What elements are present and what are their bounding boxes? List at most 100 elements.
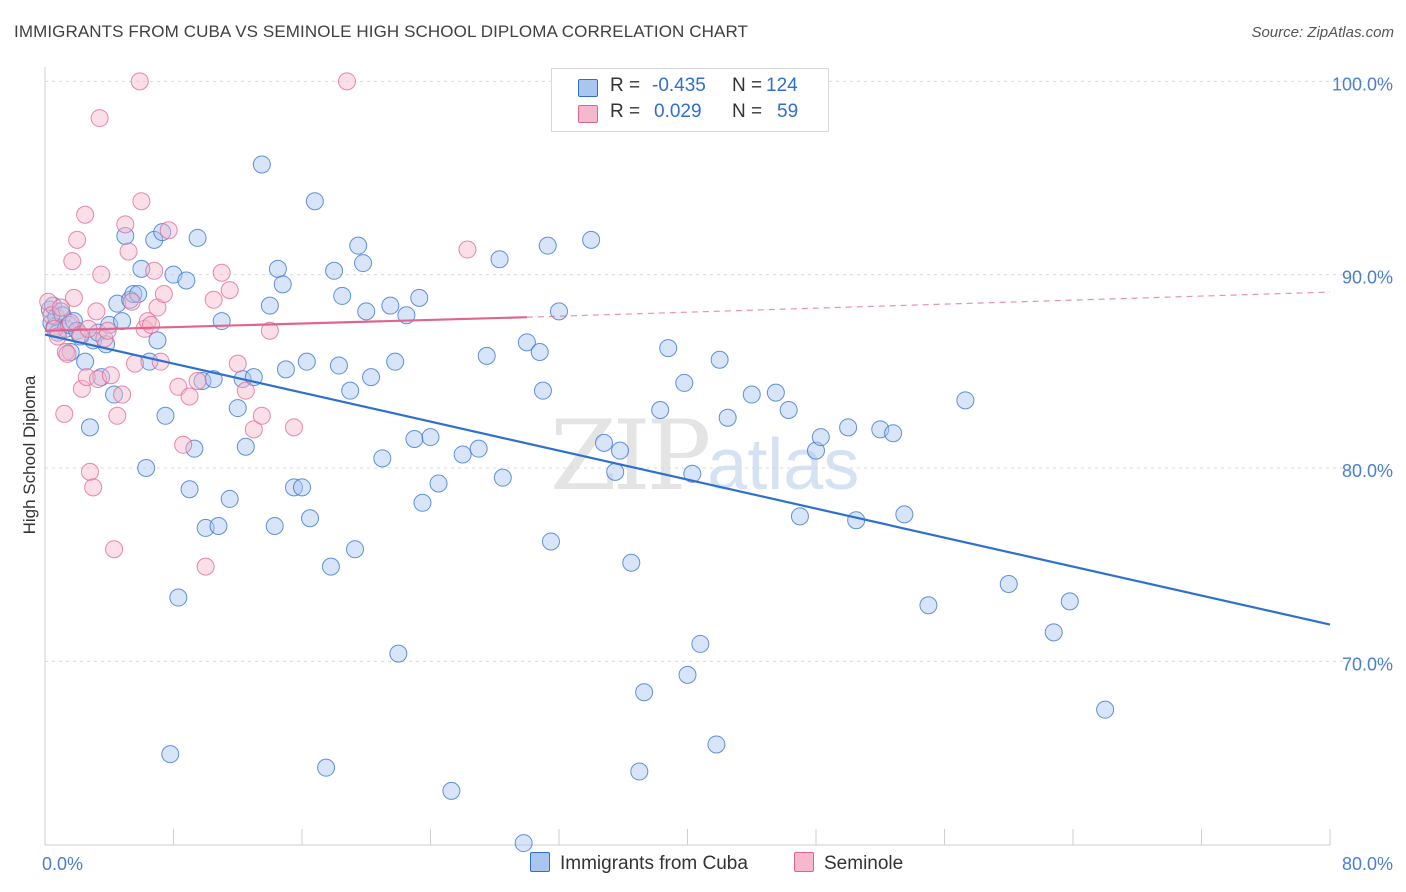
cuba-point bbox=[293, 478, 311, 497]
cuba-point bbox=[807, 441, 825, 460]
seminole-point bbox=[188, 372, 207, 390]
cuba-point bbox=[180, 480, 199, 499]
cuba-point bbox=[469, 439, 488, 458]
series-swatch-pink bbox=[794, 852, 814, 872]
cuba-point bbox=[651, 401, 670, 419]
cuba-point bbox=[177, 271, 196, 290]
cuba-point bbox=[490, 250, 509, 269]
seminole-point bbox=[174, 435, 193, 454]
cuba-point bbox=[718, 408, 737, 427]
series-label-cuba: Immigrants from Cuba bbox=[560, 853, 748, 874]
seminole-point bbox=[244, 420, 263, 439]
cuba-point bbox=[373, 449, 392, 468]
cuba-point bbox=[839, 418, 858, 437]
source-note: Source: ZipAtlas.com bbox=[1251, 24, 1394, 41]
cuba-point bbox=[766, 383, 785, 402]
chart-title: IMMIGRANTS FROM CUBA VS SEMINOLE HIGH SC… bbox=[14, 22, 749, 41]
cuba-point bbox=[611, 441, 630, 460]
x-tick-label: 0.0% bbox=[42, 854, 83, 874]
cuba-point bbox=[421, 428, 440, 447]
seminole-point bbox=[84, 478, 103, 497]
cuba-point bbox=[811, 428, 830, 447]
cuba-point bbox=[260, 296, 279, 315]
y-tick-label: 100.0% bbox=[1332, 74, 1393, 94]
cuba-point bbox=[325, 261, 344, 280]
cuba-point bbox=[790, 507, 809, 526]
cuba-point bbox=[137, 459, 156, 477]
cuba-point bbox=[678, 665, 697, 684]
cuba-point bbox=[683, 464, 702, 483]
seminole-point bbox=[105, 540, 124, 559]
cuba-point bbox=[349, 236, 368, 255]
cuba-point bbox=[538, 236, 557, 255]
cuba-point bbox=[389, 644, 408, 663]
seminole-trend-line bbox=[44, 316, 527, 332]
cuba-point bbox=[386, 352, 405, 371]
cuba-point bbox=[124, 285, 143, 303]
seminole-point bbox=[80, 462, 99, 481]
cuba-point bbox=[329, 356, 348, 375]
seminole-point bbox=[108, 406, 127, 425]
seminole-point bbox=[130, 72, 149, 91]
cuba-point bbox=[113, 312, 132, 331]
seminole-point bbox=[98, 321, 117, 340]
seminole-point bbox=[260, 321, 279, 340]
seminole-point bbox=[76, 205, 95, 224]
seminole-point bbox=[228, 354, 247, 373]
cuba-point bbox=[76, 352, 95, 371]
y-tick-label: 90.0% bbox=[1342, 268, 1393, 288]
cuba-trend-line bbox=[44, 333, 1331, 626]
cuba-point bbox=[265, 517, 284, 535]
cuba-point bbox=[405, 430, 424, 448]
cuba-point bbox=[453, 445, 472, 464]
cuba-point bbox=[80, 418, 99, 437]
seminole-point bbox=[252, 406, 271, 425]
legend-swatch-blue bbox=[578, 79, 598, 97]
legend-n-value: 124 bbox=[766, 75, 798, 96]
cuba-point bbox=[477, 346, 496, 365]
cuba-point bbox=[333, 286, 352, 305]
cuba-point bbox=[301, 509, 320, 528]
cuba-point bbox=[346, 540, 365, 559]
cuba-point bbox=[161, 745, 180, 764]
cuba-point bbox=[541, 532, 560, 551]
seminole-point bbox=[125, 354, 144, 373]
cuba-point bbox=[185, 439, 204, 458]
cuba-point bbox=[129, 285, 148, 303]
cuba-point bbox=[153, 223, 172, 242]
series-legend-seminole: Seminole bbox=[794, 852, 903, 875]
cuba-point bbox=[148, 331, 167, 350]
cuba-point bbox=[193, 372, 212, 390]
seminole-point bbox=[61, 314, 80, 332]
cuba-point bbox=[517, 333, 536, 352]
cuba-point bbox=[61, 343, 80, 361]
cuba-point bbox=[362, 368, 381, 387]
cuba-point bbox=[630, 762, 649, 781]
cuba-point bbox=[956, 391, 975, 410]
cuba-point bbox=[317, 758, 336, 777]
cuba-point bbox=[779, 401, 798, 419]
seminole-point bbox=[122, 292, 141, 311]
seminole-point bbox=[284, 418, 303, 437]
seminole-point bbox=[196, 557, 215, 576]
legend-n-value: 59 bbox=[777, 101, 799, 122]
cuba-point bbox=[1096, 700, 1115, 719]
cuba-point bbox=[847, 511, 866, 530]
seminole-point bbox=[159, 221, 178, 240]
cuba-point bbox=[357, 302, 376, 321]
seminole-point bbox=[458, 240, 477, 259]
seminole-point bbox=[154, 285, 173, 303]
cuba-point bbox=[1060, 592, 1079, 611]
cuba-point bbox=[413, 493, 432, 512]
cuba-point bbox=[533, 381, 552, 400]
series-swatch-blue bbox=[530, 852, 550, 872]
seminole-point bbox=[180, 387, 199, 406]
cuba-point bbox=[514, 834, 533, 853]
legend-n-label: N = bbox=[732, 75, 763, 96]
cuba-point bbox=[895, 505, 914, 524]
cuba-point bbox=[252, 155, 271, 174]
cuba-point bbox=[493, 468, 512, 487]
seminole-point bbox=[119, 242, 138, 261]
cuba-point bbox=[268, 259, 287, 278]
cuba-point bbox=[1044, 623, 1063, 642]
